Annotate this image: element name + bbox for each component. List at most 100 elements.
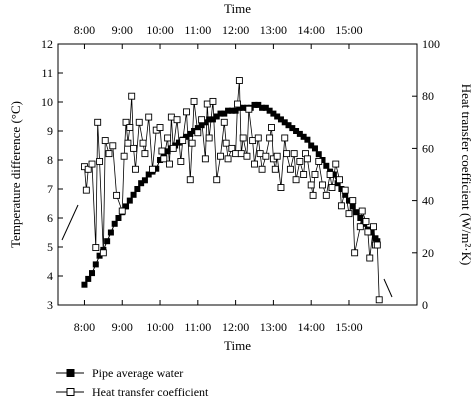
pipe-water-point — [202, 119, 209, 126]
pipe-water-point — [85, 275, 92, 282]
top-x-tick-label: 9:00 — [112, 23, 133, 37]
heat-transfer-point — [373, 241, 381, 249]
heat-transfer-point — [124, 139, 132, 147]
left-y-tick-label: 6 — [47, 211, 53, 225]
heat-transfer-point — [194, 129, 202, 137]
heat-transfer-point — [105, 150, 113, 158]
pipe-water-point — [330, 171, 337, 178]
heat-transfer-point — [99, 249, 107, 257]
left-y-tick-label: 7 — [47, 182, 53, 196]
heat-transfer-point — [220, 118, 228, 126]
heat-transfer-point — [245, 105, 253, 113]
heat-transfer-point — [366, 254, 374, 262]
left-y-tick-label: 5 — [47, 240, 53, 254]
heat-transfer-point — [256, 150, 264, 158]
heat-transfer-point — [118, 207, 126, 215]
heat-transfer-point — [198, 116, 206, 124]
pipe-water-point — [289, 125, 296, 132]
heat-transfer-point — [328, 184, 336, 192]
pipe-water-point — [104, 238, 111, 245]
top-x-tick-label: 15:00 — [335, 23, 362, 37]
heat-transfer-point — [209, 97, 217, 105]
top-x-tick-label: 10:00 — [146, 23, 173, 37]
heat-transfer-point — [351, 249, 359, 257]
heat-transfer-point — [296, 157, 304, 165]
left-y-tick-label: 10 — [41, 95, 53, 109]
pipe-water-point — [277, 116, 284, 123]
heat-transfer-point — [332, 160, 340, 168]
top-axis-title: Time — [224, 1, 251, 16]
right-break-mark — [383, 278, 393, 298]
legend-label: Heat transfer coefficient — [92, 385, 209, 399]
heat-transfer-point — [273, 152, 281, 160]
pipe-water-point — [130, 191, 137, 198]
heat-transfer-point — [94, 118, 102, 126]
pipe-water-point — [232, 107, 239, 114]
heat-transfer-point — [188, 139, 196, 147]
heat-transfer-point — [235, 77, 243, 84]
pipe-water-point — [183, 133, 190, 140]
heat-transfer-point — [169, 144, 177, 152]
pipe-water-point — [141, 177, 148, 184]
heat-transfer-point — [345, 210, 353, 218]
heat-transfer-point — [271, 165, 279, 173]
right-y-tick-label: 40 — [422, 194, 434, 208]
pipe-water-point — [213, 113, 220, 120]
left-y-tick-label: 9 — [47, 124, 53, 138]
heat-transfer-point — [326, 171, 334, 178]
heat-transfer-point — [283, 150, 291, 158]
heat-transfer-point — [158, 147, 166, 155]
pipe-water-point — [259, 104, 266, 111]
heat-transfer-point — [337, 202, 345, 210]
pipe-water-point — [115, 215, 122, 221]
pipe-water-point — [89, 270, 96, 277]
pipe-water-point — [345, 197, 352, 204]
left-axis-title: Temperature difference (°C) — [8, 101, 23, 248]
heat-transfer-point — [262, 152, 270, 160]
pipe-water-point — [293, 128, 300, 134]
pipe-water-point — [153, 165, 160, 172]
right-y-tick-label: 60 — [422, 141, 434, 155]
pipe-water-point — [319, 157, 326, 163]
pipe-water-point — [138, 180, 145, 187]
heat-transfer-point — [258, 165, 266, 173]
pipe-water-point — [187, 130, 194, 137]
heat-transfer-point — [375, 296, 383, 304]
axis-ticks: 3 4 5 6 7 8 9 10 11 12 0 20 40 60 80 100 8:00 8:00 9:00 9:0… — [41, 23, 440, 334]
heat-transfer-point — [362, 218, 370, 225]
pipe-water-point — [349, 203, 356, 210]
heat-transfer-point — [113, 191, 121, 199]
bottom-x-tick-label: 10:00 — [146, 320, 173, 334]
right-y-tick-label: 0 — [422, 298, 428, 312]
heat-transfer-point — [135, 118, 143, 126]
heat-transfer-point — [88, 160, 96, 168]
legend-open-square-icon — [66, 388, 75, 396]
pipe-water-point — [164, 148, 171, 155]
heat-transfer-point — [132, 165, 139, 173]
pipe-water-point — [262, 104, 269, 111]
pipe-water-point — [206, 116, 213, 123]
heat-transfer-point — [164, 134, 172, 142]
pipe-water-point — [300, 133, 307, 140]
heat-transfer-point — [167, 113, 175, 121]
pipe-water-point — [281, 119, 288, 126]
heat-transfer-point — [232, 150, 240, 158]
heat-transfer-point — [356, 223, 364, 231]
heat-transfer-point — [160, 155, 168, 163]
heat-transfer-point — [309, 191, 317, 199]
right-y-tick-label: 20 — [422, 246, 434, 260]
heat-transfer-point — [300, 171, 308, 178]
heat-transfer-point — [237, 150, 245, 158]
heat-transfer-point — [358, 207, 366, 215]
top-x-tick-label: 12:00 — [222, 23, 249, 37]
pipe-water-point — [81, 281, 88, 288]
top-x-tick-label: 8:00 — [74, 23, 95, 37]
heat-transfer-point — [109, 142, 117, 150]
pipe-water-point — [304, 136, 311, 143]
bottom-x-tick-label: 9:00 — [112, 320, 133, 334]
pipe-water-point — [266, 107, 273, 114]
heat-transfer-point — [130, 144, 138, 152]
heat-transfer-point — [213, 176, 221, 184]
pipe-water-point — [194, 125, 201, 132]
